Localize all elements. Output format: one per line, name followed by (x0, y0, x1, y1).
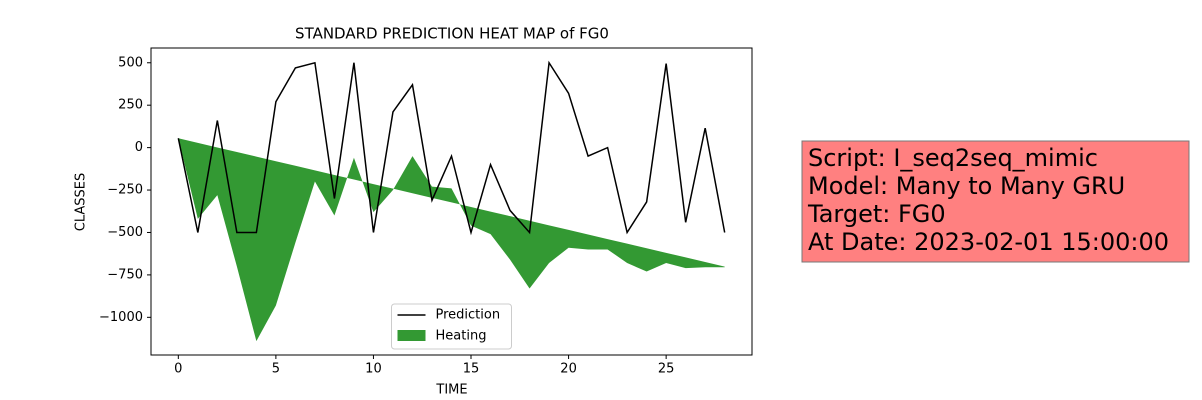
legend-label: Prediction (436, 308, 501, 323)
annotation-line: Model: Many to Many GRU (808, 172, 1125, 200)
legend-label: Heating (436, 329, 487, 344)
x-tick-label: 15 (463, 362, 480, 377)
annotation-line: At Date: 2023-02-01 15:00:00 (808, 228, 1169, 256)
y-axis-label: CLASSES (74, 173, 89, 231)
chart-title: STANDARD PREDICTION HEAT MAP of FG0 (295, 25, 609, 43)
annotation-box (801, 140, 1190, 263)
plot-frame (150, 47, 753, 356)
x-tick-label: 20 (560, 362, 577, 377)
x-tick-label: 25 (658, 362, 675, 377)
y-tick-label: 500 (118, 55, 143, 70)
heating-area (178, 138, 725, 342)
x-tick-label: 10 (365, 362, 382, 377)
legend-swatch (397, 330, 426, 341)
y-tick-label: −250 (107, 183, 143, 198)
y-tick-label: −750 (107, 267, 143, 282)
y-tick-label: 0 (135, 140, 143, 155)
y-tick-label: −1000 (99, 310, 143, 325)
prediction-line (177, 60, 726, 236)
x-tick-label: 5 (272, 362, 280, 377)
annotation-line: Target: FG0 (807, 200, 946, 228)
y-tick-label: 250 (118, 98, 143, 113)
y-tick-label: −500 (107, 225, 143, 240)
x-tick-label: 0 (174, 362, 182, 377)
x-axis-label: TIME (435, 383, 467, 398)
annotation-line: Script: I_seq2seq_mimic (808, 144, 1098, 172)
